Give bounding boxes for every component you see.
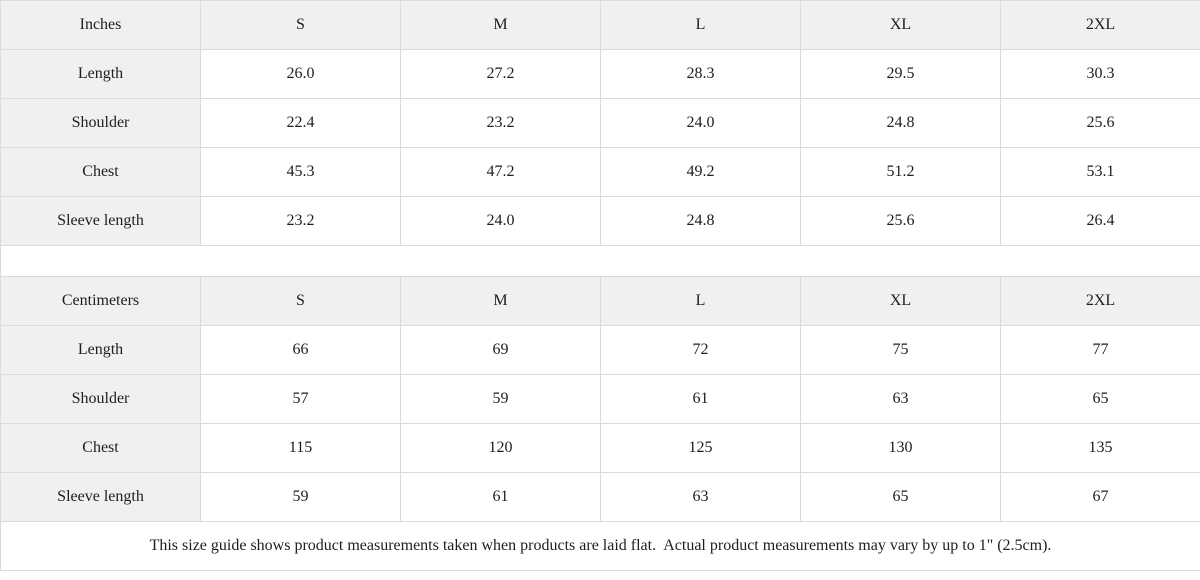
row-label: Sleeve length xyxy=(0,196,201,246)
measurement-cell: 29.5 xyxy=(800,49,1001,99)
table-spacer-row xyxy=(0,245,1200,277)
row-label: Length xyxy=(0,49,201,99)
measurement-cell: 51.2 xyxy=(800,147,1001,197)
measurement-cell: 28.3 xyxy=(600,49,801,99)
measurement-cell: 59 xyxy=(200,472,401,522)
measurement-cell: 72 xyxy=(600,325,801,375)
measurement-cell: 49.2 xyxy=(600,147,801,197)
footer-row: This size guide shows product measuremen… xyxy=(0,521,1200,571)
unit-header-inches: Inches xyxy=(0,0,201,50)
size-header: S xyxy=(200,276,401,326)
size-header: L xyxy=(600,276,801,326)
measurement-cell: 24.0 xyxy=(400,196,601,246)
measurement-cell: 45.3 xyxy=(200,147,401,197)
row-label: Shoulder xyxy=(0,374,201,424)
measurement-cell: 69 xyxy=(400,325,601,375)
measurement-cell: 25.6 xyxy=(800,196,1001,246)
size-guide-note: This size guide shows product measuremen… xyxy=(0,521,1200,571)
measurement-cell: 27.2 xyxy=(400,49,601,99)
measurement-cell: 24.8 xyxy=(600,196,801,246)
unit-header-centimeters: Centimeters xyxy=(0,276,201,326)
measurement-cell: 63 xyxy=(800,374,1001,424)
size-header: XL xyxy=(800,276,1001,326)
table-row-inches-length: Length 26.0 27.2 28.3 29.5 30.3 xyxy=(0,49,1200,99)
size-header: 2XL xyxy=(1000,276,1200,326)
measurement-cell: 26.4 xyxy=(1000,196,1200,246)
measurement-cell: 61 xyxy=(400,472,601,522)
size-header: M xyxy=(400,276,601,326)
measurement-cell: 57 xyxy=(200,374,401,424)
measurement-cell: 26.0 xyxy=(200,49,401,99)
table-row-cm-shoulder: Shoulder 57 59 61 63 65 xyxy=(0,374,1200,424)
measurement-cell: 23.2 xyxy=(200,196,401,246)
size-header: XL xyxy=(800,0,1001,50)
row-label: Chest xyxy=(0,423,201,473)
measurement-cell: 65 xyxy=(1000,374,1200,424)
centimeters-header-row: Centimeters S M L XL 2XL xyxy=(0,276,1200,326)
measurement-cell: 47.2 xyxy=(400,147,601,197)
table-row-inches-sleeve: Sleeve length 23.2 24.0 24.8 25.6 26.4 xyxy=(0,196,1200,246)
measurement-cell: 130 xyxy=(800,423,1001,473)
row-label: Length xyxy=(0,325,201,375)
table-row-inches-shoulder: Shoulder 22.4 23.2 24.0 24.8 25.6 xyxy=(0,98,1200,148)
measurement-cell: 75 xyxy=(800,325,1001,375)
size-header: 2XL xyxy=(1000,0,1200,50)
table-row-cm-length: Length 66 69 72 75 77 xyxy=(0,325,1200,375)
measurement-cell: 135 xyxy=(1000,423,1200,473)
row-label: Chest xyxy=(0,147,201,197)
table-row-inches-chest: Chest 45.3 47.2 49.2 51.2 53.1 xyxy=(0,147,1200,197)
measurement-cell: 24.8 xyxy=(800,98,1001,148)
size-header: M xyxy=(400,0,601,50)
measurement-cell: 66 xyxy=(200,325,401,375)
row-label: Shoulder xyxy=(0,98,201,148)
measurement-cell: 120 xyxy=(400,423,601,473)
size-header: L xyxy=(600,0,801,50)
measurement-cell: 23.2 xyxy=(400,98,601,148)
measurement-cell: 65 xyxy=(800,472,1001,522)
spacer-cell xyxy=(0,245,1200,277)
measurement-cell: 67 xyxy=(1000,472,1200,522)
measurement-cell: 22.4 xyxy=(200,98,401,148)
measurement-cell: 30.3 xyxy=(1000,49,1200,99)
measurement-cell: 63 xyxy=(600,472,801,522)
measurement-cell: 77 xyxy=(1000,325,1200,375)
measurement-cell: 125 xyxy=(600,423,801,473)
table-row-cm-chest: Chest 115 120 125 130 135 xyxy=(0,423,1200,473)
row-label: Sleeve length xyxy=(0,472,201,522)
measurement-cell: 115 xyxy=(200,423,401,473)
measurement-cell: 53.1 xyxy=(1000,147,1200,197)
measurement-cell: 59 xyxy=(400,374,601,424)
measurement-cell: 25.6 xyxy=(1000,98,1200,148)
measurement-cell: 24.0 xyxy=(600,98,801,148)
table-row-cm-sleeve: Sleeve length 59 61 63 65 67 xyxy=(0,472,1200,522)
inches-header-row: Inches S M L XL 2XL xyxy=(0,0,1200,50)
measurement-cell: 61 xyxy=(600,374,801,424)
size-header: S xyxy=(200,0,401,50)
